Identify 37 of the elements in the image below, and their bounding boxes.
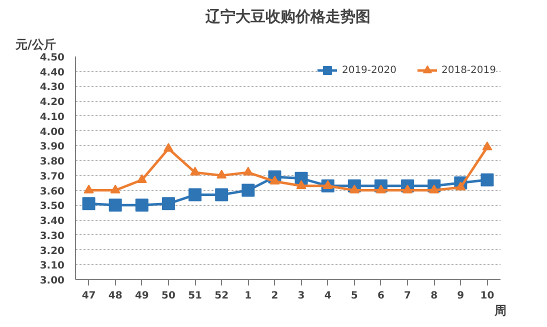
y-tick-label: 3.80 — [40, 156, 65, 168]
legend-label: 2018-2019 — [441, 64, 496, 76]
y-tick-label: 3.20 — [40, 246, 65, 257]
x-axis-title: 周 — [494, 304, 506, 318]
chart-title: 辽宁大豆收购价格走势图 — [204, 8, 370, 26]
x-tick-label: 49 — [134, 290, 149, 302]
x-tick-label: 7 — [404, 290, 412, 302]
x-tick-label: 2 — [271, 290, 278, 302]
x-tick-label: 5 — [350, 290, 358, 302]
y-tick-label: 4.50 — [40, 52, 65, 64]
y-tick-label: 3.10 — [40, 260, 65, 272]
x-tick-label: 47 — [82, 290, 96, 302]
y-tick-label: 4.40 — [40, 67, 65, 78]
y-axis-title: 元/公斤 — [14, 38, 56, 52]
x-tick-label: 1 — [244, 290, 252, 302]
y-tick-label: 3.00 — [40, 276, 65, 286]
x-tick-label: 10 — [480, 290, 494, 302]
x-tick-label: 48 — [108, 290, 122, 302]
legend-label: 2019-2020 — [342, 64, 396, 76]
x-tick-label: 51 — [188, 290, 202, 302]
y-tick-label: 3.30 — [40, 230, 65, 242]
y-tick-label: 4.30 — [40, 82, 65, 94]
x-tick-label: 52 — [214, 290, 229, 302]
x-tick-label: 4 — [324, 290, 332, 302]
x-tick-label: 6 — [377, 290, 384, 302]
y-tick-label: 3.40 — [40, 216, 65, 228]
x-tick-label: 9 — [457, 290, 464, 302]
y-tick-label: 3.60 — [40, 186, 65, 198]
y-tick-label: 3.50 — [40, 201, 65, 212]
y-tick-label: 4.00 — [40, 126, 65, 138]
y-tick-label: 4.20 — [40, 97, 65, 108]
x-tick-label: 3 — [298, 290, 305, 302]
x-tick-label: 50 — [162, 290, 176, 302]
y-tick-label: 3.90 — [40, 142, 65, 153]
y-tick-label: 3.70 — [40, 171, 65, 182]
y-tick-label: 4.10 — [40, 112, 65, 123]
x-tick-label: 8 — [430, 290, 438, 302]
